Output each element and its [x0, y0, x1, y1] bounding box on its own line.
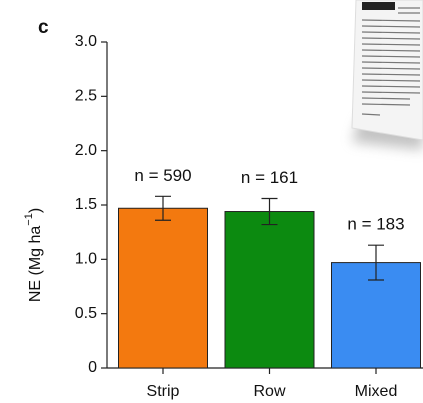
n-annotation: n = 590: [134, 166, 191, 185]
y-tick-label: 2.0: [75, 142, 97, 159]
magazine-photo: [352, 0, 423, 150]
chart: c NE (Mg ha−1) 0 0.5 1.0 1.5 2.0 2.5 3.0 n = 59…: [0, 0, 423, 403]
x-tick-label: Row: [253, 383, 285, 400]
y-tick-label: 1.0: [75, 251, 97, 268]
y-label-text: NE (Mg ha: [27, 226, 44, 303]
y-tick-label: 1.5: [75, 196, 97, 213]
y-axis-label: NE (Mg ha−1): [23, 208, 44, 302]
page: c NE (Mg ha−1) 0 0.5 1.0 1.5 2.0 2.5 3.0 n = 59…: [0, 0, 423, 403]
y-label-end: ): [27, 208, 44, 213]
y-tick-label: 2.5: [75, 88, 97, 105]
bar: [119, 208, 208, 368]
y-tick-label: 0.5: [75, 305, 97, 322]
y-tick-label: 0: [88, 359, 97, 376]
bar: [225, 212, 314, 368]
n-annotation: n = 161: [241, 168, 298, 187]
y-label-sup: −1: [23, 213, 35, 226]
y-tick-label: 3.0: [75, 33, 97, 50]
x-tick-label: Mixed: [355, 383, 398, 400]
n-annotation: n = 183: [347, 215, 404, 234]
x-tick-label: Strip: [147, 383, 180, 400]
panel-label: c: [38, 17, 49, 38]
